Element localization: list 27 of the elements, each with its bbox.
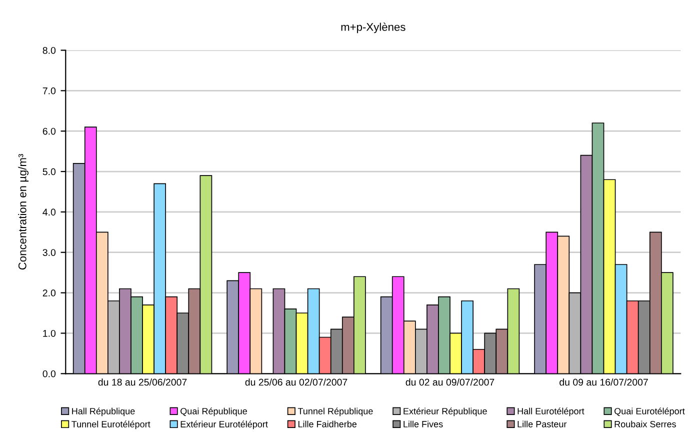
legend-label: Hall République xyxy=(72,408,135,416)
legend-label: Roubaix Serres xyxy=(614,420,676,428)
y-tick-label: 8.0 xyxy=(42,46,56,54)
x-tick-label: du 09 au 16/07/2007 xyxy=(560,378,648,386)
chart-title: m+p-Xylènes xyxy=(341,22,406,34)
y-tick-label: 3.0 xyxy=(42,249,56,256)
x-tick-label: du 18 au 25/06/2007 xyxy=(98,378,187,386)
legend-label: Lille Fives xyxy=(404,420,443,428)
y-tick-label: 0.0 xyxy=(42,370,56,378)
legend-label: Lille Pasteur xyxy=(518,420,567,428)
y-tick-label: 4.0 xyxy=(42,208,56,216)
legend-label: Hall Eurotéléport xyxy=(518,408,584,416)
x-tick-label: du 02 au 09/07/2007 xyxy=(406,378,494,386)
y-tick-label: 1.0 xyxy=(43,330,56,337)
y-axis-title: Concentration en µg/m³ xyxy=(18,154,29,270)
legend-label: Lille Faidherbe xyxy=(298,420,357,428)
legend-label: Quai République xyxy=(180,408,247,416)
legend-label: Quai Eurotéléport xyxy=(614,408,685,416)
legend-label: Extérieur Eurotéléport xyxy=(180,420,268,430)
y-tick-label: 2.0 xyxy=(42,290,56,296)
y-tick-label: 5.0 xyxy=(42,168,56,176)
legend-label: Extérieur République xyxy=(404,408,487,416)
y-tick-label: 6.0 xyxy=(42,128,56,135)
legend-label: Tunnel République xyxy=(298,408,373,416)
legend-label: Tunnel Eurotéléport xyxy=(72,420,150,430)
x-tick-label: du 25/06 au 02/07/2007 xyxy=(245,378,348,386)
y-tick-label: 7.0 xyxy=(42,87,56,94)
